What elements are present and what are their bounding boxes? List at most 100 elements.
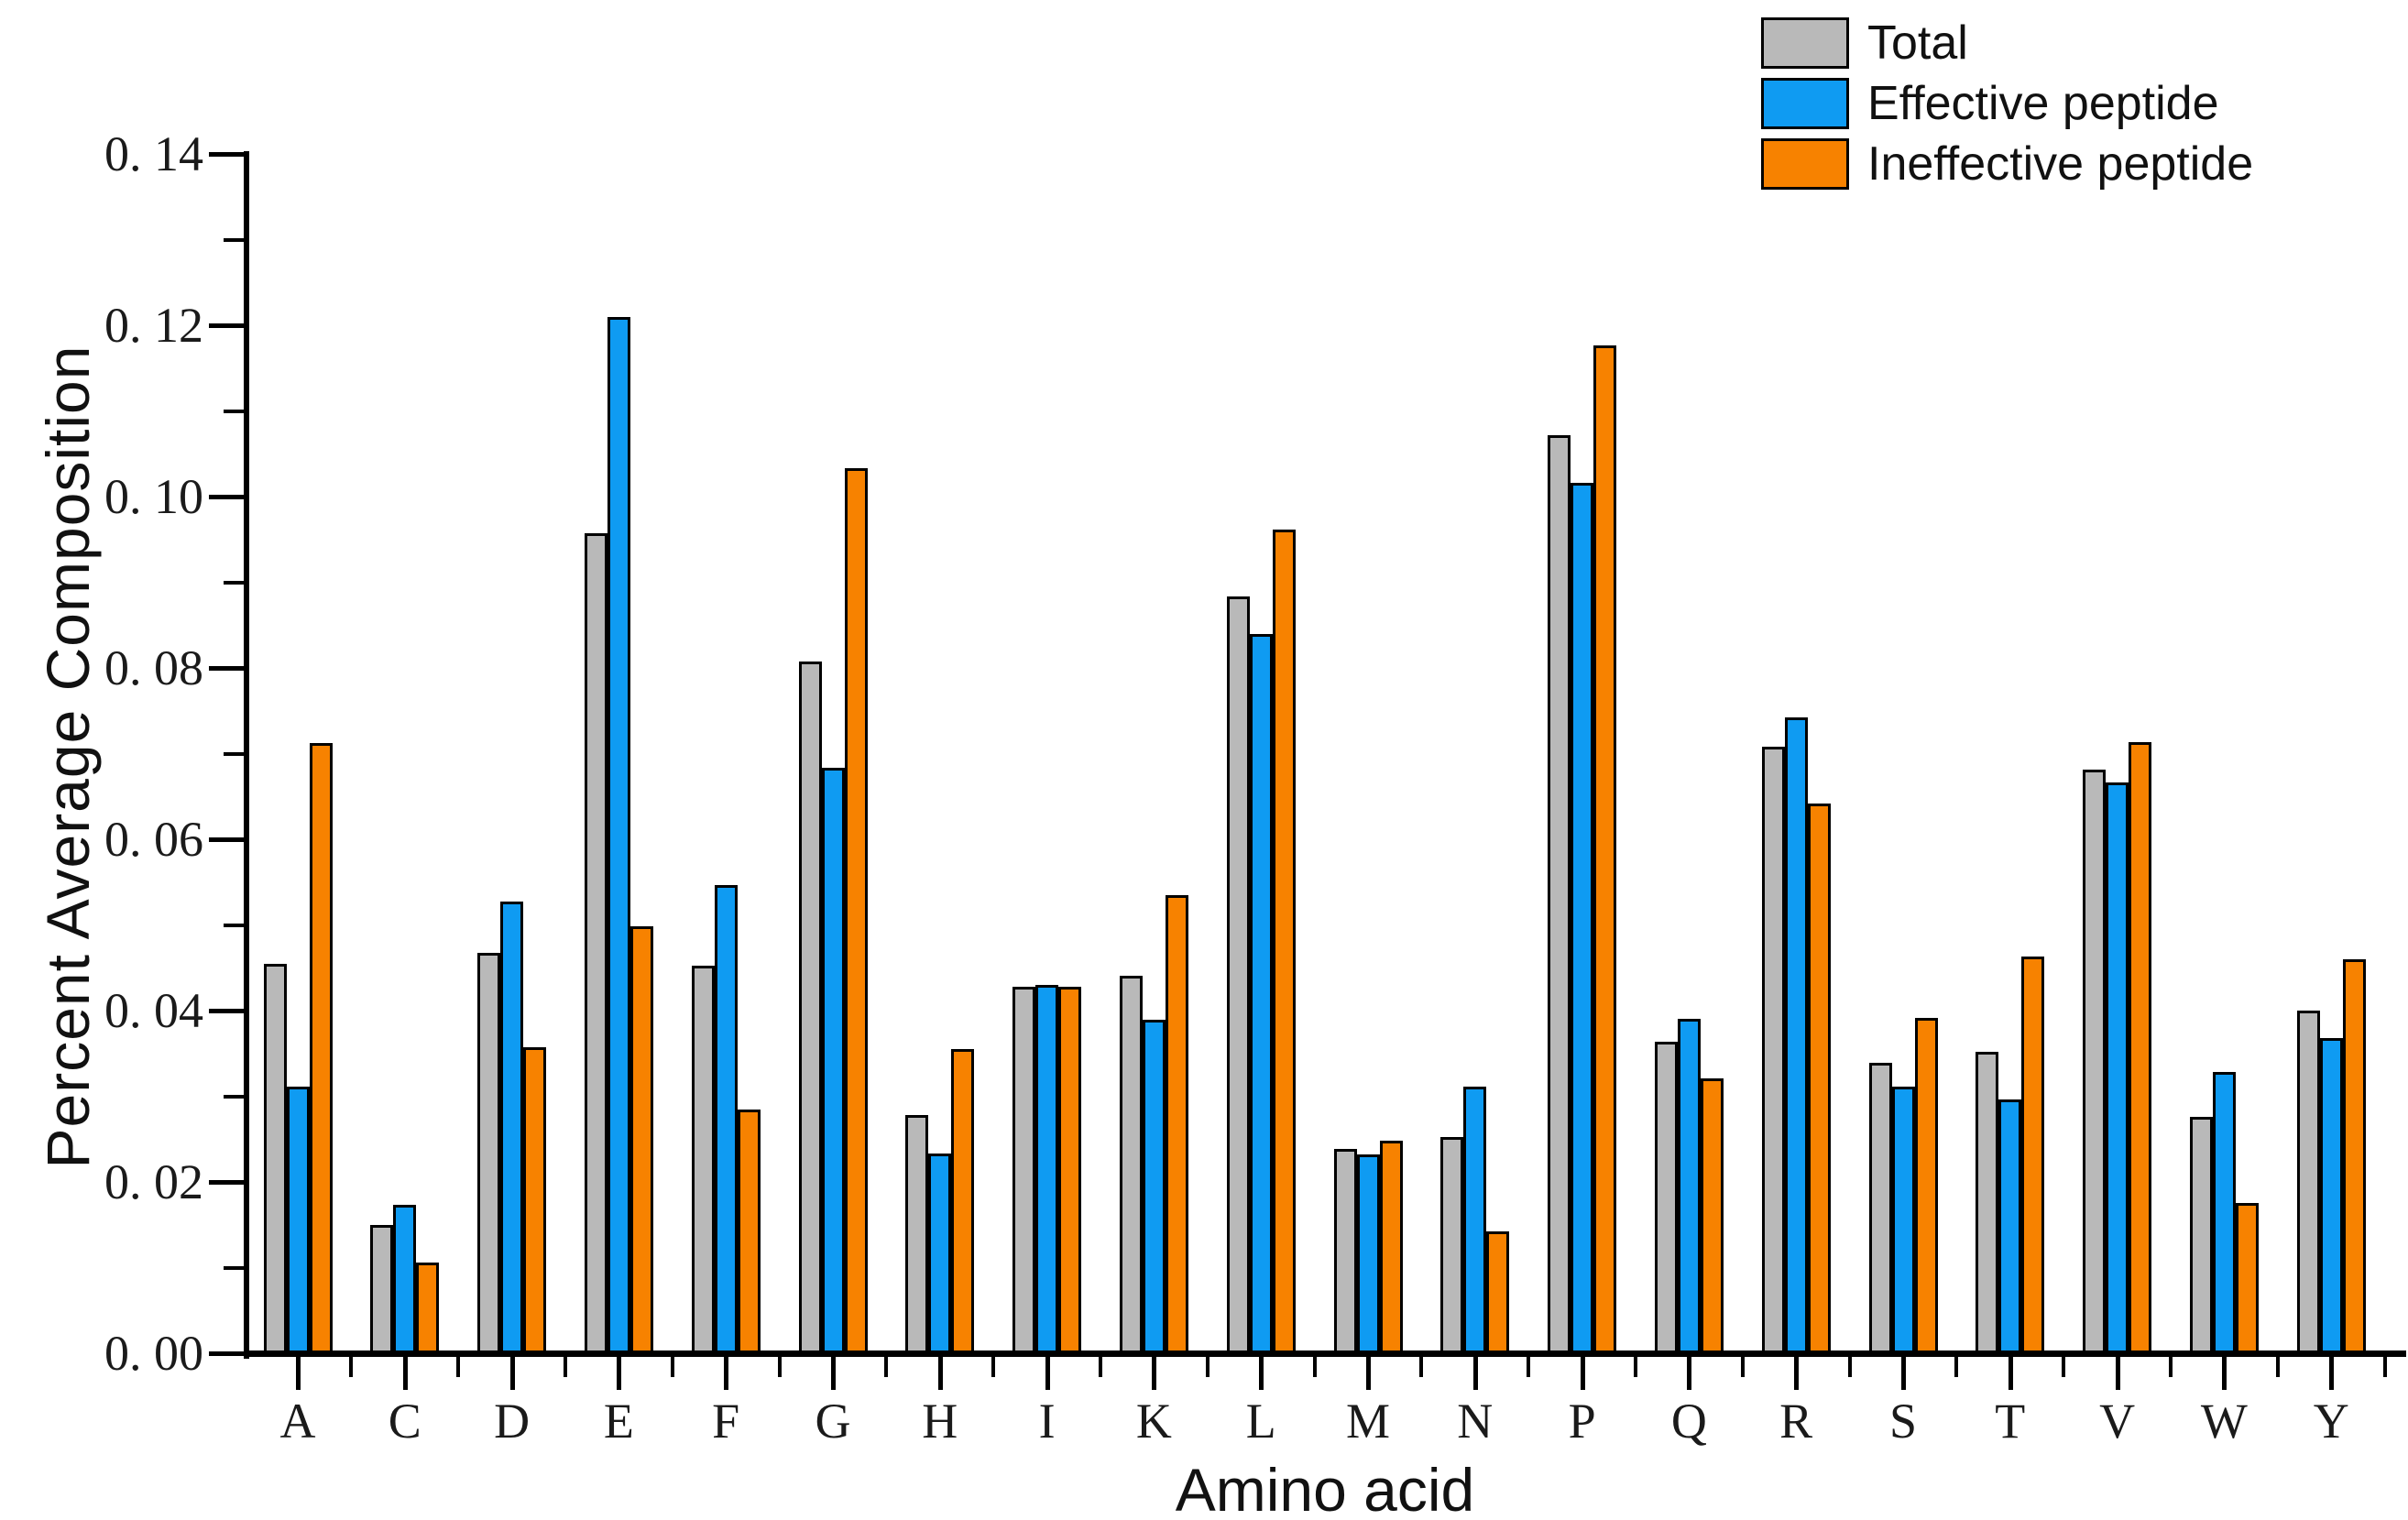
x-minor-tick bbox=[2062, 1357, 2066, 1377]
x-category-label: W bbox=[2200, 1394, 2248, 1449]
x-major-tick bbox=[296, 1357, 301, 1390]
bar bbox=[2021, 957, 2045, 1356]
x-minor-tick bbox=[1205, 1357, 1209, 1377]
x-minor-tick bbox=[1847, 1357, 1852, 1377]
y-minor-tick bbox=[224, 580, 244, 585]
bar bbox=[1119, 976, 1143, 1356]
x-category-label: T bbox=[1995, 1394, 2026, 1449]
x-major-tick bbox=[831, 1357, 836, 1390]
bar bbox=[416, 1263, 440, 1356]
bar bbox=[2319, 1038, 2343, 1356]
y-minor-tick bbox=[224, 923, 244, 927]
x-category-label: G bbox=[815, 1394, 851, 1449]
bar bbox=[607, 317, 630, 1356]
x-category-label: R bbox=[1779, 1394, 1813, 1449]
x-major-tick bbox=[724, 1357, 729, 1390]
y-tick-label: 0. 10 bbox=[104, 469, 203, 524]
x-category-label: K bbox=[1135, 1394, 1172, 1449]
x-minor-tick bbox=[884, 1357, 889, 1377]
bar bbox=[1379, 1141, 1403, 1356]
legend-label: Ineffective peptide bbox=[1867, 137, 2254, 191]
legend-swatch bbox=[1761, 138, 1849, 190]
x-category-label: C bbox=[388, 1394, 421, 1449]
bar bbox=[2235, 1203, 2259, 1356]
x-minor-tick bbox=[2382, 1357, 2387, 1377]
bar bbox=[1998, 1099, 2022, 1356]
bar bbox=[286, 1087, 310, 1356]
bar bbox=[691, 966, 715, 1356]
x-major-tick bbox=[1580, 1357, 1585, 1390]
x-category-label: S bbox=[1888, 1394, 1918, 1449]
y-major-tick bbox=[209, 837, 244, 842]
x-major-tick bbox=[2008, 1357, 2013, 1390]
x-minor-tick bbox=[564, 1357, 567, 1377]
x-major-tick bbox=[1366, 1357, 1371, 1390]
x-category-label: H bbox=[922, 1394, 958, 1449]
legend: Total Effective peptide Ineffective peptid… bbox=[1761, 13, 2253, 194]
bar bbox=[1571, 483, 1594, 1356]
legend-label: Effective peptide bbox=[1867, 77, 2219, 130]
y-minor-tick bbox=[224, 751, 244, 756]
legend-row: Ineffective peptide bbox=[1761, 134, 2253, 194]
y-major-tick bbox=[209, 1180, 244, 1185]
x-category-label: D bbox=[494, 1394, 531, 1449]
x-major-tick bbox=[1472, 1357, 1478, 1390]
bar bbox=[1677, 1019, 1701, 1356]
x-category-label: F bbox=[712, 1394, 740, 1449]
y-tick-label: 0. 14 bbox=[104, 126, 203, 181]
x-major-tick bbox=[2115, 1357, 2120, 1390]
bar bbox=[1784, 717, 1808, 1356]
bar bbox=[1440, 1137, 1464, 1356]
x-major-tick bbox=[509, 1357, 515, 1390]
x-category-label: V bbox=[2099, 1394, 2136, 1449]
x-category-label: E bbox=[603, 1394, 634, 1449]
bar bbox=[1654, 1042, 1678, 1356]
y-minor-tick bbox=[224, 237, 244, 242]
bar bbox=[1272, 530, 1296, 1356]
legend-row: Effective peptide bbox=[1761, 73, 2253, 134]
y-minor-tick bbox=[224, 1094, 244, 1099]
y-minor-tick bbox=[224, 1265, 244, 1270]
x-minor-tick bbox=[2275, 1357, 2280, 1377]
bar bbox=[798, 662, 822, 1356]
x-major-tick bbox=[617, 1357, 622, 1390]
bar bbox=[1012, 987, 1036, 1356]
x-minor-tick bbox=[670, 1357, 674, 1377]
y-major-tick bbox=[209, 1351, 244, 1356]
bar bbox=[1700, 1078, 1724, 1356]
bar bbox=[1165, 895, 1188, 1356]
bar bbox=[477, 953, 501, 1356]
x-minor-tick bbox=[1527, 1357, 1531, 1377]
bar bbox=[951, 1049, 975, 1356]
bar bbox=[2189, 1117, 2213, 1356]
x-major-tick bbox=[402, 1357, 408, 1390]
x-minor-tick bbox=[1634, 1357, 1637, 1377]
bar bbox=[2296, 1011, 2320, 1356]
bar bbox=[1463, 1087, 1487, 1356]
bar bbox=[821, 768, 845, 1356]
y-axis-line bbox=[244, 151, 249, 1359]
bar bbox=[263, 964, 287, 1356]
bar bbox=[370, 1225, 394, 1356]
x-minor-tick bbox=[456, 1357, 461, 1377]
x-minor-tick bbox=[1099, 1357, 1102, 1377]
x-minor-tick bbox=[349, 1357, 354, 1377]
y-major-tick bbox=[209, 1009, 244, 1013]
bar bbox=[523, 1047, 547, 1356]
bar bbox=[844, 468, 868, 1356]
x-major-tick bbox=[2329, 1357, 2335, 1390]
y-tick-label: 0. 08 bbox=[104, 640, 203, 695]
x-major-tick bbox=[2222, 1357, 2227, 1390]
y-tick-label: 0. 06 bbox=[104, 812, 203, 867]
x-category-label: I bbox=[1038, 1394, 1056, 1449]
x-major-tick bbox=[1794, 1357, 1800, 1390]
y-major-tick bbox=[209, 152, 244, 157]
bar bbox=[584, 533, 607, 1356]
x-minor-tick bbox=[777, 1357, 782, 1377]
x-minor-tick bbox=[1419, 1357, 1424, 1377]
bar bbox=[1486, 1231, 1510, 1356]
bar bbox=[2083, 770, 2107, 1356]
bar bbox=[1761, 747, 1785, 1356]
bar bbox=[1868, 1063, 1892, 1356]
x-category-label: Q bbox=[1670, 1394, 1707, 1449]
